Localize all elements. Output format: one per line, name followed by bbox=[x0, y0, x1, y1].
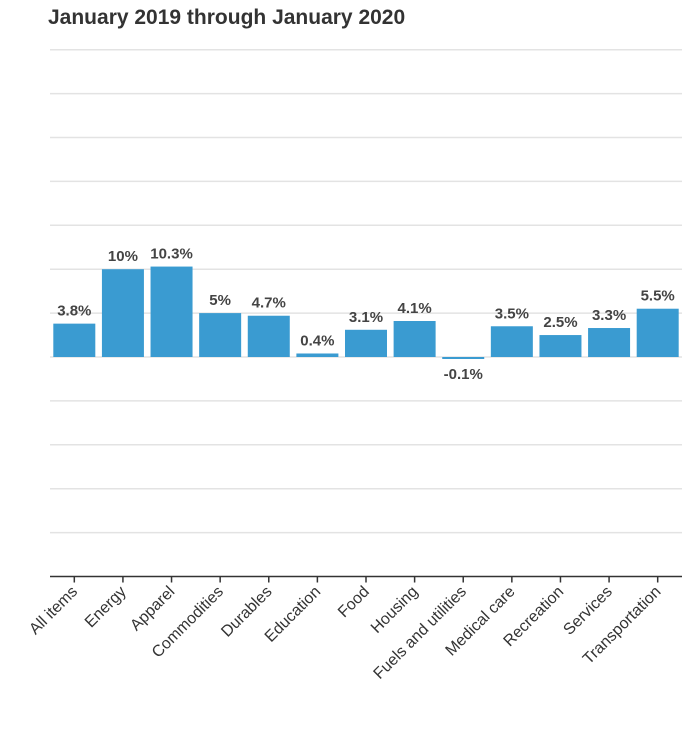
tick-label: All items bbox=[26, 583, 81, 638]
bar bbox=[539, 335, 582, 357]
chart-title: January 2019 through January 2020 bbox=[48, 6, 406, 29]
data-label: -0.1% bbox=[444, 366, 483, 383]
x-axis bbox=[50, 575, 682, 583]
bar bbox=[490, 326, 533, 357]
data-labels: 3.8% 10% 10.3% 5% 4.7% 0.4% 3.1% 4.1% -0.1% 3.5% 2… bbox=[57, 246, 675, 383]
bar bbox=[199, 313, 242, 357]
tick-label: Fuels and utilities bbox=[371, 583, 470, 682]
bar bbox=[296, 353, 339, 357]
bar bbox=[53, 323, 96, 357]
bar bbox=[101, 269, 144, 357]
data-label: 4.1% bbox=[398, 300, 432, 317]
data-label: 3.3% bbox=[592, 307, 626, 324]
data-label: 3.5% bbox=[495, 305, 529, 322]
data-label: 5.5% bbox=[641, 288, 675, 305]
tick-label: Energy bbox=[82, 583, 130, 631]
bar bbox=[345, 329, 387, 357]
tick-labels: All items EnergyApparelCommoditiesDurable… bbox=[26, 583, 664, 683]
bars bbox=[53, 266, 679, 359]
data-label: 3.8% bbox=[57, 303, 91, 320]
tick-label: Food bbox=[335, 583, 373, 621]
bar bbox=[636, 308, 679, 357]
bar bbox=[393, 321, 436, 357]
data-label: 0.4% bbox=[300, 332, 334, 349]
bar bbox=[442, 357, 485, 359]
data-label: 10.3% bbox=[150, 246, 193, 263]
bar bbox=[150, 266, 193, 357]
data-label: 2.5% bbox=[543, 314, 577, 331]
data-label: 4.7% bbox=[252, 295, 286, 312]
gridlines bbox=[50, 48, 682, 534]
bar bbox=[247, 315, 290, 357]
data-label: 3.1% bbox=[349, 309, 383, 326]
data-label: 10% bbox=[108, 248, 138, 265]
data-label: 5% bbox=[209, 292, 231, 309]
bar bbox=[588, 328, 631, 357]
